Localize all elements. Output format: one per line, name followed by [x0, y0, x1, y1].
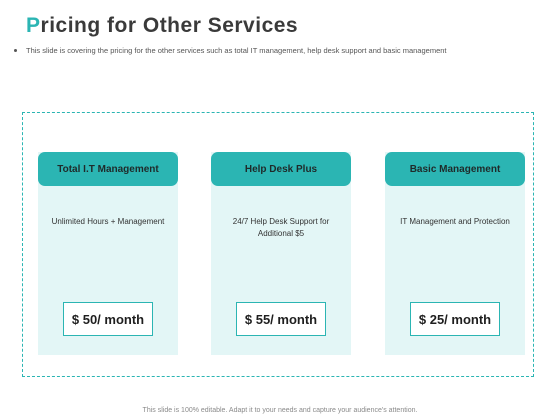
subtitle-text: This slide is covering the pricing for t…: [26, 46, 447, 55]
title-text: ricing for Other Services: [40, 14, 299, 37]
card-description-basic: IT Management and Protection: [400, 217, 510, 226]
card-header-help-desk: Help Desk Plus: [211, 152, 351, 186]
price-box-help-desk: $ 55/ month: [236, 302, 326, 336]
card-description-total-it: Unlimited Hours + Management: [51, 217, 165, 226]
price-box-total-it: $ 50/ month: [63, 302, 153, 336]
bullet-icon: [14, 49, 17, 52]
card-header-basic: Basic Management: [385, 152, 525, 186]
card-header-total-it: Total I.T Management: [38, 152, 178, 186]
card-description-help-desk: 24/7 Help Desk Support for Additional $5: [232, 217, 330, 238]
pricing-frame: [22, 112, 534, 377]
price-box-basic: $ 25/ month: [410, 302, 500, 336]
footer-note: This slide is 100% editable. Adapt it to…: [142, 407, 418, 414]
subtitle: This slide is covering the pricing for t…: [14, 46, 544, 55]
page-title: Pricing for Other Services: [26, 14, 298, 38]
title-accent-letter: P: [26, 14, 41, 37]
